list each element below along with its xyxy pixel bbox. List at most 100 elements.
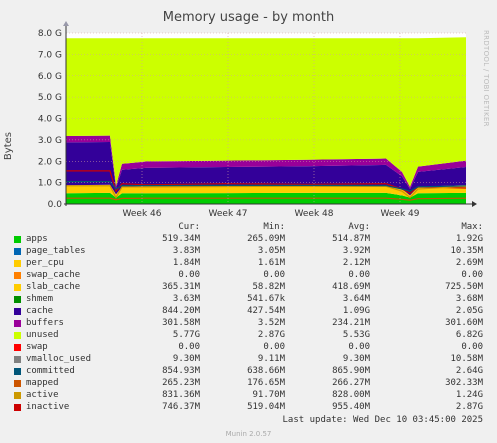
legend-avg: 514.87M (332, 234, 370, 244)
legend-min: 1.61M (257, 258, 285, 268)
legend-header-max: Max: (461, 222, 483, 232)
y-tick-label: 5.0 G (38, 93, 62, 103)
legend-cur: 0.00 (178, 342, 200, 352)
legend-cur: 3.83M (172, 246, 200, 256)
chart-title: Memory usage - by month (162, 10, 335, 25)
legend-min: 0.00 (263, 342, 285, 352)
legend-name: active (26, 390, 59, 400)
legend-max: 2.05G (455, 306, 483, 316)
legend-avg: 266.27M (332, 378, 370, 388)
y-axis-arrow (63, 21, 69, 26)
legend-row-apps: apps 519.34M 265.09M 514.87M 1.92G (0, 234, 497, 246)
legend-cur: 854.93M (162, 366, 200, 376)
legend-row-buffers: buffers 301.58M 3.52M 234.21M 301.60M (0, 318, 497, 330)
legend-avg: 1.09G (342, 306, 370, 316)
x-axis-arrow (472, 201, 477, 207)
area-buffers (66, 135, 466, 189)
legend-max: 0.00 (461, 270, 483, 280)
overlay-lines-group (66, 170, 467, 201)
legend-swatch (14, 296, 21, 303)
legend-avg: 234.21M (332, 318, 370, 328)
y-tick-label: 0.0 (48, 200, 63, 210)
legend-avg: 3.92M (342, 246, 370, 256)
area-series-group (66, 37, 466, 204)
legend-swatch (14, 236, 21, 243)
legend-swatch (14, 248, 21, 255)
legend-cur: 746.37M (162, 402, 200, 412)
area-slab-cache (66, 184, 466, 198)
legend-max: 725.50M (445, 282, 483, 292)
legend-name: apps (26, 234, 48, 244)
legend-avg: 0.00 (348, 270, 370, 280)
legend-max: 0.00 (461, 342, 483, 352)
x-tick-label: Week 47 (209, 209, 248, 219)
grid-group (66, 32, 466, 204)
munin-version: Munin 2.0.57 (225, 430, 272, 438)
legend-avg: 865.90M (332, 366, 370, 376)
legend-swatch (14, 368, 21, 375)
legend-min: 3.05M (257, 246, 285, 256)
legend-swatch (14, 320, 21, 327)
legend-row-mapped: mapped 265.23M 176.65M 266.27M 302.33M (0, 378, 497, 390)
legend-row-shmem: shmem 3.63M 541.67k 3.64M 3.68M (0, 294, 497, 306)
y-tick-label: 1.0 G (38, 179, 62, 189)
legend-swatch (14, 404, 21, 411)
legend-row-per-cpu: per_cpu 1.84M 1.61M 2.12M 2.69M (0, 258, 497, 270)
legend-name: page_tables (26, 246, 86, 256)
legend-name: swap_cache (26, 270, 81, 280)
area-cache (66, 142, 466, 196)
legend-min: 519.04M (247, 402, 285, 412)
legend-min: 427.54M (247, 306, 285, 316)
legend-avg: 828.00M (332, 390, 370, 400)
legend-min: 176.65M (247, 378, 285, 388)
legend-cur: 5.77G (172, 330, 200, 340)
y-tick-label: 7.0 G (38, 50, 62, 60)
legend-avg: 955.40M (332, 402, 370, 412)
legend-name: slab_cache (26, 282, 81, 292)
legend-header-min: Min: (263, 222, 285, 232)
legend-max: 2.64G (455, 366, 483, 376)
legend-min: 9.11M (257, 354, 285, 364)
legend-cur: 519.34M (162, 234, 200, 244)
legend-avg: 2.12M (342, 258, 370, 268)
legend-max: 301.60M (445, 318, 483, 328)
x-tick-label: Week 48 (295, 209, 334, 219)
legend-cur: 0.00 (178, 270, 200, 280)
y-tick-label: 6.0 G (38, 72, 62, 82)
legend-max: 2.87G (455, 402, 483, 412)
legend-max: 1.24G (455, 390, 483, 400)
legend-name: shmem (26, 294, 54, 304)
legend-cur: 9.30M (172, 354, 200, 364)
legend-avg: 3.64M (342, 294, 370, 304)
legend-max: 6.82G (455, 330, 483, 340)
legend-row-swap-cache: swap_cache 0.00 0.00 0.00 0.00 (0, 270, 497, 282)
legend-max: 10.35M (450, 246, 483, 256)
legend-min: 58.82M (252, 282, 285, 292)
legend-header-row: Cur: Min: Avg: Max: (0, 222, 497, 234)
legend-swatch (14, 260, 21, 267)
legend-cur: 1.84M (172, 258, 200, 268)
x-tick-label: Week 46 (123, 209, 162, 219)
legend-max: 302.33M (445, 378, 483, 388)
x-ticks-group: Week 46 Week 47 Week 48 Week 49 (123, 209, 420, 219)
legend-min: 0.00 (263, 270, 285, 280)
legend-swatch (14, 356, 21, 363)
legend-max: 2.69M (455, 258, 483, 268)
legend-row-page-tables: page_tables 3.83M 3.05M 3.92M 10.35M (0, 246, 497, 258)
legend-cur: 265.23M (162, 378, 200, 388)
side-credit: RRDTOOL / TOBI OETIKER (482, 30, 490, 127)
legend-row-cache: cache 844.20M 427.54M 1.09G 2.05G (0, 306, 497, 318)
y-tick-label: 3.0 G (38, 136, 62, 146)
legend-min: 91.70M (252, 390, 285, 400)
legend-avg: 0.00 (348, 342, 370, 352)
legend-cur: 3.63M (172, 294, 200, 304)
last-update: Last update: Wed Dec 10 03:45:00 2025 (282, 415, 483, 425)
legend-avg: 5.53G (342, 330, 370, 340)
line-mapped (66, 197, 467, 201)
legend-name: per_cpu (26, 258, 64, 268)
legend-name: inactive (26, 402, 70, 412)
legend-cur: 365.31M (162, 282, 200, 292)
legend-max: 1.92G (455, 234, 483, 244)
legend-row-vmalloc-used: vmalloc_used 9.30M 9.11M 9.30M 10.58M (0, 354, 497, 366)
legend-cur: 831.36M (162, 390, 200, 400)
